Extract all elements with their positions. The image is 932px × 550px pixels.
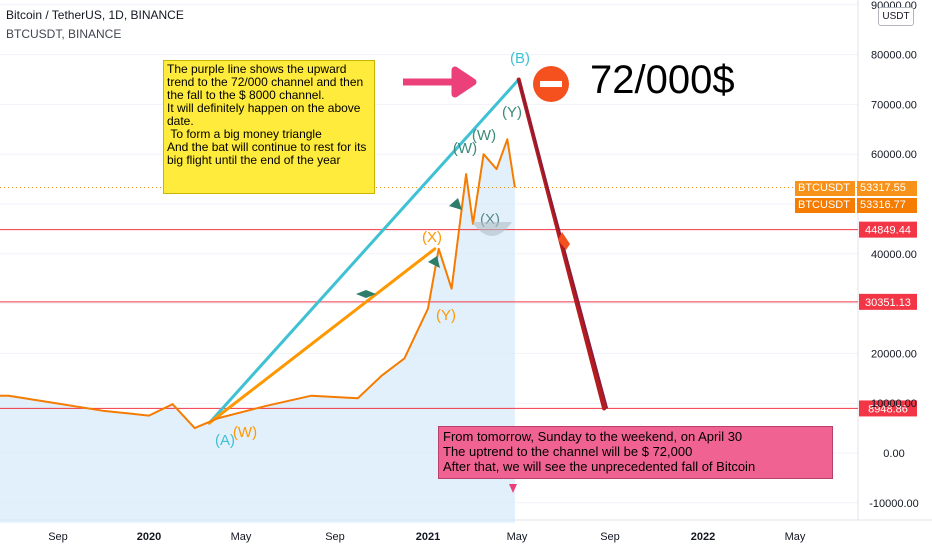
- y-tick-label: 90000.00: [871, 0, 917, 12]
- arc-shape: [472, 222, 512, 236]
- price-tag-value: 53317.55: [857, 181, 917, 196]
- x-axis: Sep 2020 May Sep 2021 May Sep 2022 May: [48, 531, 806, 543]
- y-tick-label: -10000.00: [869, 498, 919, 510]
- price-line: [0, 138, 516, 430]
- y-tick-label: 40000.00: [871, 249, 917, 261]
- bat-icon: [449, 198, 462, 210]
- wave-label: (Y): [436, 307, 456, 324]
- level-tag: [859, 293, 917, 310]
- pink-note-text: From tomorrow, Sunday to the weekend, on…: [443, 429, 756, 474]
- y-tick-label: 0.00: [883, 448, 904, 460]
- wave-label: (W): [233, 424, 257, 441]
- x-tick-label: May: [231, 531, 252, 543]
- wave-label: (B): [510, 50, 530, 67]
- yellow-note[interactable]: The purple line shows the upward trend t…: [163, 60, 375, 194]
- level-tag: [859, 400, 917, 417]
- level-lines: 44849.44 30351.13 8948.86: [0, 186, 917, 417]
- x-tick-label: 2020: [137, 531, 161, 543]
- trend-line-orange: [207, 247, 437, 425]
- symbol-subtitle: BTCUSDT, BINANCE: [6, 27, 122, 41]
- wave-label: (W): [453, 140, 477, 157]
- y-tick-label: 10000.00: [871, 398, 917, 410]
- pink-note[interactable]: From tomorrow, Sunday to the weekend, on…: [438, 426, 833, 479]
- target-price-text: 72/000$: [590, 58, 735, 102]
- wave-label: (Y): [502, 104, 522, 121]
- x-tick-label: May: [785, 531, 806, 543]
- price-area-fill: [0, 139, 515, 523]
- wave-marks: (B)(X)(Y)(X)(W)(W)(Y)(A)(W): [215, 50, 570, 493]
- trend-line-cyan: [207, 78, 521, 425]
- x-tick-label: 2022: [691, 531, 715, 543]
- y-tick-label: 60000.00: [871, 149, 917, 161]
- price-tag-value: 53316.77: [857, 198, 917, 213]
- y-tick-label: 20000.00: [871, 348, 917, 360]
- price-area: [0, 139, 515, 523]
- price-series: [0, 138, 516, 430]
- wave-label: (A): [215, 432, 235, 449]
- level-tag-value: 30351.13: [865, 297, 911, 309]
- x-tick-label: Sep: [600, 531, 620, 543]
- y-axis: 90000.00 80000.00 70000.00 60000.00 40000.00…: [869, 0, 919, 510]
- currency-button[interactable]: USDT: [878, 7, 914, 26]
- bat-icon: [428, 256, 440, 268]
- rocket-icon: [558, 232, 570, 250]
- wave-label: (X): [422, 229, 442, 246]
- symbol-title: Bitcoin / TetherUS, 1D, BINANCE: [6, 8, 184, 22]
- y-tick-label: 80000.00: [871, 50, 917, 62]
- level-tag-value: 44849.44: [865, 225, 911, 237]
- y-tick-label: 70000.00: [871, 99, 917, 111]
- price-tag-label: BTCUSDT: [795, 181, 855, 196]
- yellow-note-text: The purple line shows the upward trend t…: [167, 62, 367, 167]
- down-marker-icon: [509, 484, 517, 493]
- price-tag-label: BTCUSDT: [795, 198, 855, 213]
- x-tick-label: Sep: [325, 531, 345, 543]
- x-tick-label: May: [507, 531, 528, 543]
- pink-arrow-icon: [403, 66, 477, 98]
- level-tag: [859, 221, 917, 238]
- bat-icon: [356, 290, 376, 298]
- no-entry-bar: [540, 81, 562, 87]
- wave-label: (W): [472, 127, 496, 144]
- x-tick-label: Sep: [48, 531, 68, 543]
- x-tick-label: 2021: [416, 531, 440, 543]
- level-tag-value: 8948.86: [868, 403, 908, 415]
